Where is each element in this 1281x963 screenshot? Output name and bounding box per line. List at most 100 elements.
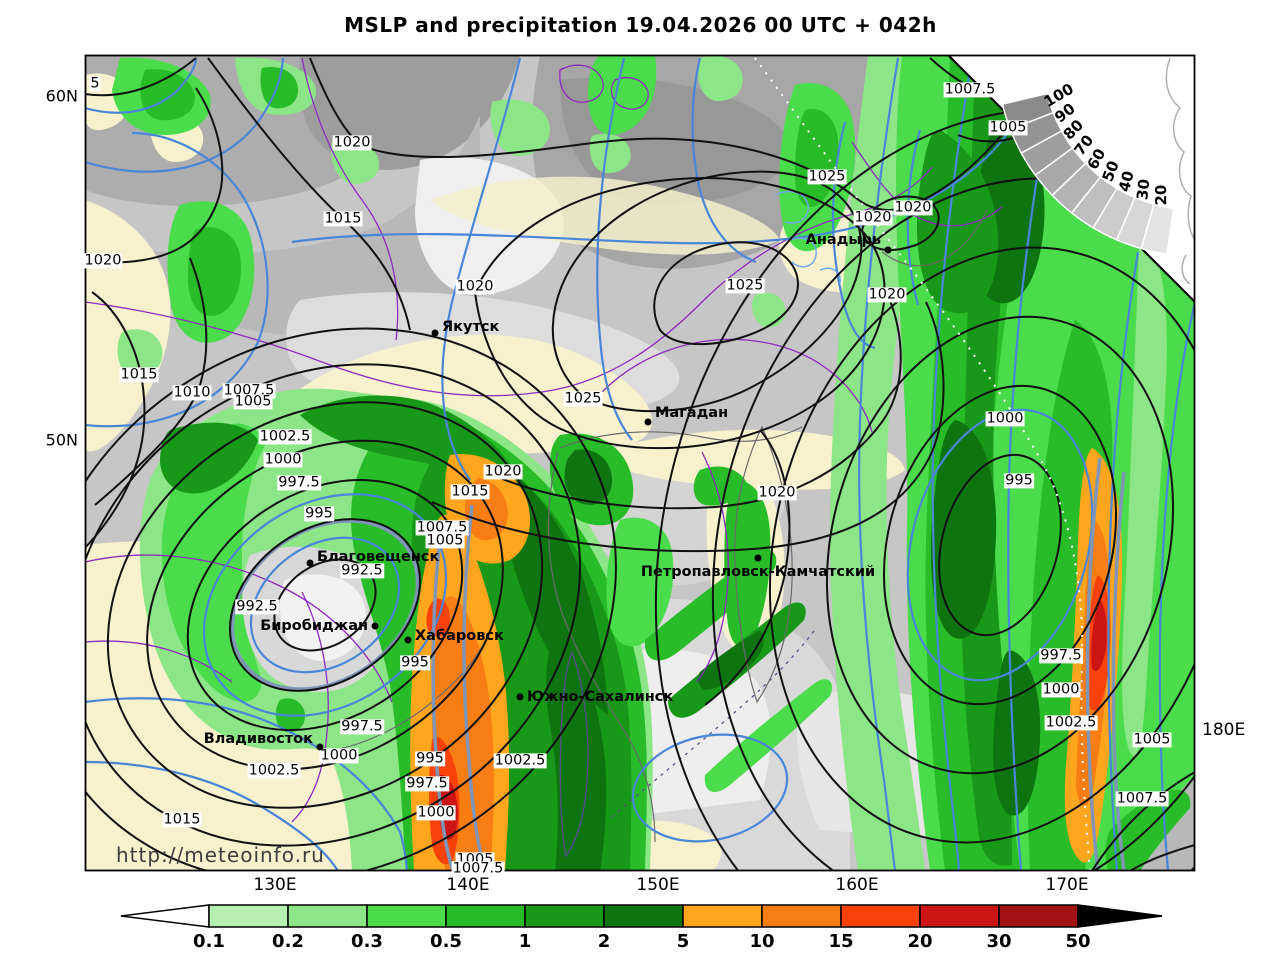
pressure-label: 992.5 bbox=[340, 562, 384, 579]
pressure-label: 1015 bbox=[323, 210, 363, 227]
pressure-label: 1000 bbox=[416, 804, 456, 821]
pressure-label: 1015 bbox=[162, 811, 202, 828]
isobars-layer bbox=[85, 57, 1195, 871]
colorbar-segment bbox=[287, 904, 368, 928]
colorbar-tick: 15 bbox=[828, 931, 853, 952]
cloud-cover-label: 40 bbox=[1115, 169, 1138, 194]
colorbar-tick: 0.3 bbox=[351, 931, 383, 952]
city-label: Хабаровск bbox=[415, 628, 504, 644]
precipitation-layer bbox=[112, 55, 1195, 871]
pressure-label: 1005 bbox=[988, 119, 1028, 136]
colorbar-tick: 2 bbox=[598, 931, 611, 952]
colorbar-segment bbox=[445, 904, 526, 928]
pressure-label: 997.5 bbox=[340, 718, 384, 735]
pressure-label: 1002.5 bbox=[493, 752, 547, 769]
pressure-label: 995 bbox=[1004, 472, 1034, 489]
axis-tick-longitude: 170E bbox=[1045, 875, 1089, 895]
pressure-label: 1025 bbox=[563, 390, 603, 407]
pressure-label: 1002.5 bbox=[247, 762, 301, 779]
pressure-label: 1020 bbox=[332, 134, 372, 151]
city-label: Петропавловск-Камчатский bbox=[640, 564, 876, 580]
cloud-cover-label: 30 bbox=[1133, 178, 1153, 201]
pressure-label: 1005 bbox=[233, 393, 273, 410]
city-label: Магадан bbox=[655, 405, 729, 421]
colorbar-segment bbox=[919, 904, 1000, 928]
pressure-label: 995 bbox=[304, 505, 334, 522]
city-label: Благовещенск bbox=[317, 549, 440, 565]
map-frame bbox=[84, 54, 1196, 872]
pressure-label: 1025 bbox=[807, 168, 847, 185]
city-marker bbox=[316, 743, 324, 751]
cloud-cover-wedge bbox=[1140, 203, 1175, 255]
pressure-label: 1000 bbox=[1041, 681, 1081, 698]
colorbar-tick: 0.5 bbox=[430, 931, 462, 952]
colorbar-segment bbox=[840, 904, 921, 928]
pressure-label: 1002.5 bbox=[258, 428, 312, 445]
pressure-label: 1025 bbox=[725, 277, 765, 294]
pressure-label: 1007.5 bbox=[943, 81, 997, 98]
city-label: Якутск bbox=[442, 319, 500, 335]
axis-tick-longitude: 140E bbox=[446, 875, 490, 895]
colorbar-segment bbox=[524, 904, 605, 928]
pressure-label: 995 bbox=[415, 750, 445, 767]
colorbar-tick: 1 bbox=[519, 931, 532, 952]
pressure-label: 1007.5 bbox=[451, 860, 505, 877]
pressure-label: 997.5 bbox=[277, 474, 321, 491]
pressure-label: 1005 bbox=[1132, 731, 1172, 748]
pressure-label: 992.5 bbox=[235, 598, 279, 615]
pressure-label: 1005 bbox=[425, 532, 465, 549]
pressure-label: 1002.5 bbox=[1044, 714, 1098, 731]
colorbar-tick: 0.1 bbox=[193, 931, 225, 952]
city-marker bbox=[431, 329, 439, 337]
pressure-label: 995 bbox=[400, 654, 430, 671]
pressure-label: 1010 bbox=[172, 384, 212, 401]
axis-tick-latitude: 50N bbox=[45, 430, 78, 450]
colorbar-left-arrow bbox=[120, 904, 210, 928]
axis-tick-longitude: 180E bbox=[1202, 720, 1246, 740]
pressure-label: 1020 bbox=[867, 286, 907, 303]
colorbar-segment bbox=[208, 904, 289, 928]
legend-coastline-sketch bbox=[1165, 57, 1195, 285]
axis-tick-latitude: 60N bbox=[45, 86, 78, 106]
pressure-label: 1015 bbox=[450, 483, 490, 500]
pressure-label: 1020 bbox=[483, 463, 523, 480]
pressure-label: 1015 bbox=[119, 366, 159, 383]
pressure-label: 1020 bbox=[853, 209, 893, 226]
axis-tick-longitude: 150E bbox=[636, 875, 680, 895]
axis-tick-longitude: 130E bbox=[253, 875, 297, 895]
city-marker bbox=[884, 246, 892, 254]
colorbar-segment bbox=[998, 904, 1079, 928]
city-label: Биробиджан bbox=[260, 618, 368, 634]
city-marker bbox=[371, 622, 379, 630]
pressure-label: 1007.5 bbox=[1115, 790, 1169, 807]
colorbar: 0.1 0.2 0.3 0.5 1 2 5 10 15 20 30 50 bbox=[120, 904, 1163, 952]
pressure-label: 1020 bbox=[757, 484, 797, 501]
city-marker bbox=[644, 418, 652, 426]
pressure-label: 1000 bbox=[263, 451, 303, 468]
pressure-label: 5 bbox=[89, 75, 101, 92]
city-label: Владивосток bbox=[203, 731, 313, 747]
pressure-label: 1020 bbox=[83, 252, 123, 269]
colorbar-segment bbox=[682, 904, 763, 928]
city-marker bbox=[754, 554, 762, 562]
colorbar-right-arrow bbox=[1077, 904, 1163, 928]
colorbar-tick: 5 bbox=[677, 931, 690, 952]
pressure-label: 997.5 bbox=[1039, 647, 1083, 664]
colorbar-tick: 10 bbox=[749, 931, 774, 952]
colorbar-segment bbox=[366, 904, 447, 928]
borders-layer bbox=[85, 57, 1003, 858]
colorbar-tick: 0.2 bbox=[272, 931, 304, 952]
pressure-label: 997.5 bbox=[405, 775, 449, 792]
city-label: Анадырь bbox=[805, 232, 881, 248]
colorbar-tick: 50 bbox=[1065, 931, 1090, 952]
city-label: Южно-Сахалинск bbox=[527, 689, 674, 705]
axis-tick-longitude: 160E bbox=[835, 875, 879, 895]
page-title: MSLP and precipitation 19.04.2026 00 UTC… bbox=[344, 13, 937, 37]
city-marker bbox=[306, 559, 314, 567]
colorbar-segment bbox=[603, 904, 684, 928]
city-marker bbox=[516, 693, 524, 701]
watermark: http://meteoinfo.ru bbox=[116, 843, 325, 867]
dateline bbox=[754, 57, 1091, 871]
